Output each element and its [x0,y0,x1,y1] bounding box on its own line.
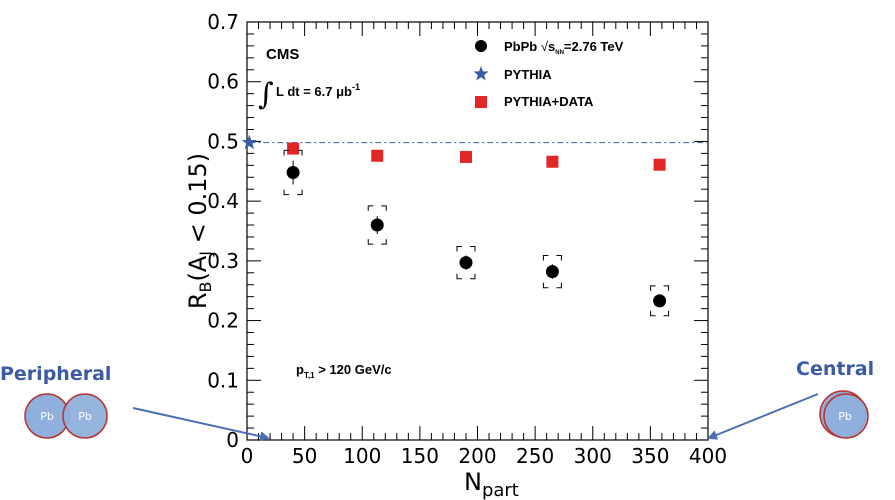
legend-pbpb-sqrt-sign: √ [541,39,549,54]
pythia-data-point [459,150,472,163]
pbpb-point [459,256,473,270]
pythia-data-point [371,149,384,162]
pbpb-syst-bracket-right [469,246,476,280]
y-tick-label: 0.4 [207,189,239,213]
pt-cut-suffix: > 120 GeV/c [315,362,392,377]
x-tick-label: 200 [458,444,496,468]
axis-tick-labels: 0 0.1 0.2 0.3 0.4 0.5 0.6 0.7 0 50 100 150 200 250 300… [207,10,727,468]
y-tick-label: 0 [226,428,239,452]
pythia-data-point [653,158,666,171]
x-axis-title: Npart [464,468,519,500]
pythia-point [241,134,257,150]
luminosity-sup: -1 [352,82,360,92]
pt-cut-label: pT,1 > 120 GeV/c [296,362,392,380]
central-nuclei-icon: Pb [819,390,869,439]
y-tick-label: 0.3 [207,249,239,273]
x-tick-label: 250 [516,444,554,468]
axis-ticks [246,21,709,441]
legend-pbpb-suffix: =2.76 TeV [564,39,624,54]
x-tick-label: 100 [343,444,381,468]
pbpb-syst-bracket-right [297,149,303,196]
pbpb-syst-bracket-right [381,205,387,245]
legend-label-pythia-data: PYTHIA+DATA [504,94,594,109]
legend-pbpb-sqrt-sub: NN [555,50,564,56]
pbpb-syst-bracket-right [556,254,562,289]
x-tick-label: 400 [689,444,727,468]
peripheral-nucleus-right-label: Pb [78,410,92,423]
y-axis-title: RB(AJ < 0.15) [184,153,215,309]
central-nucleus-label: Pb [838,410,852,423]
legend-label-pbpb: PbPb √sNN=2.76 TeV [504,39,624,56]
experiment-label: CMS [266,46,299,63]
legend-pbpb-name: PbPb [504,39,537,54]
pbpb-syst-bracket-left [367,205,374,245]
data-marks [241,134,670,317]
legend-marker-pythia-data [475,96,487,108]
peripheral-nucleus-left-label: Pb [40,410,54,423]
y-tick-label: 0.6 [207,70,239,94]
y-tick-label: 0.5 [207,129,239,153]
y-tick-label: 0.2 [207,309,239,333]
pbpb-point [653,294,667,308]
pbpb-syst-bracket-left [650,285,656,317]
integral-sign: ∫ [258,77,274,112]
peripheral-nuclei-icon: Pb Pb [24,393,108,439]
luminosity-main: L dt = 6.7 μb [276,84,352,99]
pythia-data-point [287,142,300,155]
pbpb-point [545,265,559,279]
central-nucleus-front [823,393,869,439]
x-tick-label: 50 [292,444,317,468]
luminosity-label: L dt = 6.7 μb-1 [276,82,360,99]
y-axis-title-main: R [184,292,212,309]
x-tick-label: 150 [401,444,439,468]
pbpb-syst-bracket-left [456,246,462,280]
peripheral-arrow [132,407,270,442]
pbpb-syst-bracket-right [663,285,670,317]
x-tick-label: 300 [574,444,612,468]
pythia-data-point [546,155,559,168]
y-axis-title-tail: < 0.15) [184,153,212,251]
pbpb-syst-bracket-left [283,149,290,196]
peripheral-label: Peripheral [0,363,111,385]
central-label: Central [796,358,874,380]
pbpb-point [370,218,384,232]
y-tick-label: 0.1 [207,368,239,392]
legend-pbpb-sqrt: s [548,39,555,54]
pbpb-syst-bracket-left [542,254,549,289]
y-tick-label: 0.7 [207,10,239,34]
peripheral-nucleus-right [62,393,108,439]
central-arrow [707,393,819,440]
pt-cut-sub: T,1 [304,371,315,380]
x-tick-label: 0 [241,444,254,468]
y-axis-title-mid: (A [184,255,212,281]
y-axis-title-sub: B [196,282,215,293]
x-axis-title-main: N [464,468,482,496]
x-axis-title-sub: part [482,480,519,500]
pt-cut-prefix: p [296,362,304,377]
x-tick-label: 350 [631,444,669,468]
legend-marker-pbpb [475,40,487,52]
legend: PbPb √sNN=2.76 TeV PYTHIA PYTHIA+DATA [473,39,624,109]
legend-label-pythia: PYTHIA [504,67,552,82]
y-axis-title-sub2: J [196,251,215,257]
pbpb-point [286,165,300,179]
legend-marker-pythia [473,66,489,81]
